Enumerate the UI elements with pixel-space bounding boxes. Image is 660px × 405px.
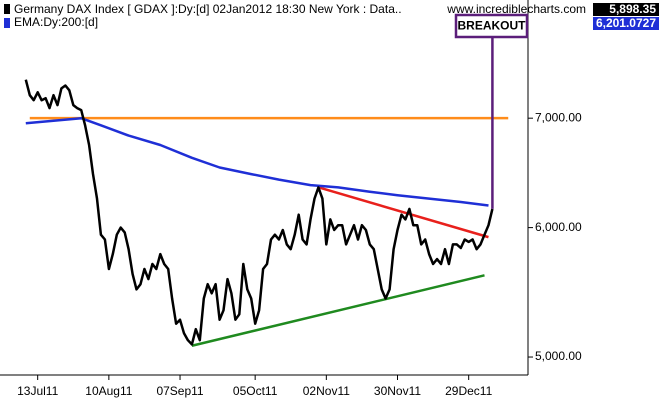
- annotation-box: [454, 13, 529, 39]
- y-tick-label: 6,000.00: [535, 220, 582, 234]
- x-tick-label: 30Nov11: [374, 384, 421, 398]
- x-tick-label: 02Nov11: [303, 384, 350, 398]
- y-tick-label: 5,000.00: [535, 349, 582, 363]
- x-tick-label: 10Aug11: [85, 384, 132, 398]
- trendline: [191, 274, 485, 347]
- y-tick-label: 7,000.00: [535, 110, 582, 124]
- ema-swatch: [4, 18, 10, 28]
- x-tick-label: 29Dec11: [445, 384, 492, 398]
- x-tick-label: 07Sep11: [156, 384, 203, 398]
- readout-box: [593, 17, 659, 30]
- chart-subtitle: EMA:Dy:200:[d]: [14, 15, 98, 29]
- series-swatch: [4, 4, 10, 14]
- readout: 5,898.35: [609, 2, 656, 16]
- x-tick-label: 13Jul11: [17, 384, 58, 398]
- readout: 6,201.0727: [596, 16, 656, 30]
- trendline: [318, 186, 489, 239]
- annotation: BREAKOUT: [458, 19, 527, 33]
- readout-box: [593, 3, 659, 16]
- x-tick-label: 05Oct11: [233, 384, 278, 398]
- series-line: [24, 79, 494, 346]
- series-line: [25, 116, 489, 207]
- source: www.incrediblecharts.com: [446, 2, 586, 16]
- chart-title: Germany DAX Index [ GDAX ]:Dy:[d] 02Jan2…: [14, 2, 402, 16]
